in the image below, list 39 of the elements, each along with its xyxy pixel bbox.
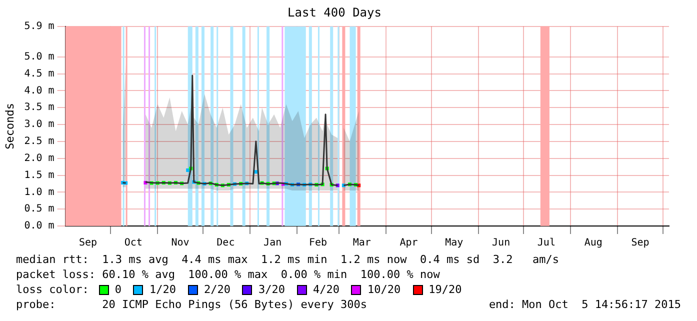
y-tick-label: 3.0 m xyxy=(24,119,54,130)
legend-label: 0 xyxy=(114,282,122,297)
x-tick-label: May xyxy=(445,238,464,249)
y-tick-label: 1.5 m xyxy=(24,170,54,181)
y-tick-label: 5.0 m xyxy=(24,51,54,62)
x-tick-label: Sep xyxy=(78,238,98,249)
x-tick-label: Mar xyxy=(352,238,371,249)
x-tick-label: Apr xyxy=(400,238,418,249)
x-tick-label: Jun xyxy=(492,238,510,249)
y-tick-label: 3.5 m xyxy=(24,102,54,114)
text: packet loss: 60.10 % avg 100.00 % max 0.00 % min 100.00 % now xyxy=(16,267,441,282)
y-tick-label: 0.5 m xyxy=(24,204,54,215)
x-tick-label: Jan xyxy=(264,238,282,249)
y-tick-label: 0.0 m xyxy=(24,220,54,232)
text: probe: 20 ICMP Echo Pings (56 Bytes) every 300s xyxy=(16,297,367,312)
x-tick-label: Sep xyxy=(631,238,650,249)
y-tick-label: 2.5 m xyxy=(24,136,54,148)
x-tick-label: Oct xyxy=(124,238,142,249)
y-tick-label: 4.5 m xyxy=(24,68,54,80)
x-tick-label: Aug xyxy=(584,238,602,249)
chart-title: Last 400 Days xyxy=(288,5,382,20)
x-tick-label: Feb xyxy=(308,238,328,249)
legend-label: 3/20 xyxy=(258,282,285,297)
x-tick-label: Nov xyxy=(171,238,190,249)
y-tick-label: 5.9 m xyxy=(24,20,54,32)
legend-label: 1/20 xyxy=(149,282,176,297)
legend-label: 19/20 xyxy=(428,282,462,297)
y-axis-title: Seconds xyxy=(3,103,16,150)
legend-title: loss color: xyxy=(16,282,89,297)
x-tick-label: Dec xyxy=(216,238,235,249)
legend-label: 10/20 xyxy=(367,282,401,297)
text: end: Mon Oct 5 14:56:17 2015 xyxy=(488,297,681,312)
legend-label: 4/20 xyxy=(312,282,340,297)
x-tick-label: Jul xyxy=(537,238,556,249)
text: median rtt: 1.3 ms avg 4.4 ms max 1.2 ms min 1.2 ms now 0.4 ms sd 3.2 am/s xyxy=(16,252,560,267)
y-tick-label: 4.0 m xyxy=(24,85,54,96)
legend-label: 2/20 xyxy=(204,282,230,297)
y-tick-label: 1.0 m xyxy=(24,186,54,198)
y-tick-label: 2.0 m xyxy=(24,152,54,164)
